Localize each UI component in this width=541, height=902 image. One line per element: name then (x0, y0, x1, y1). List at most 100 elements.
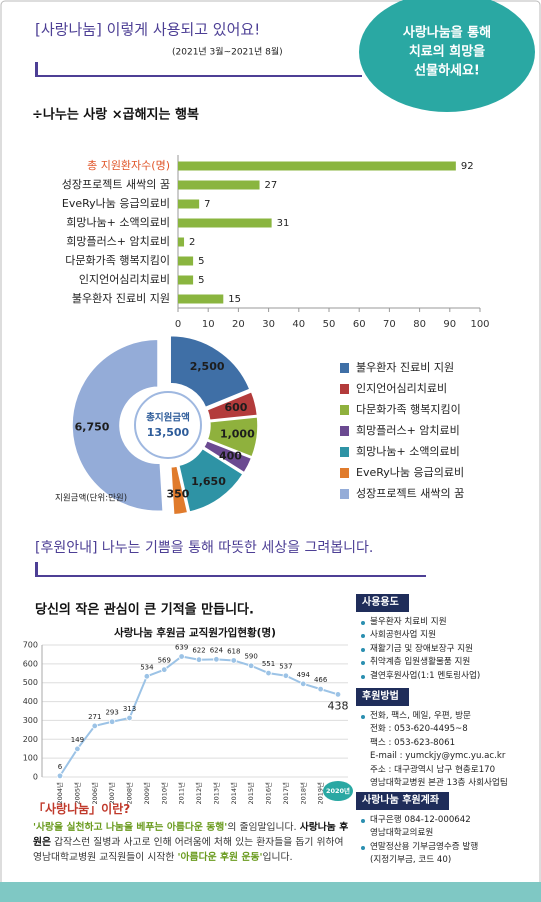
value-label: 622 (192, 647, 205, 655)
slice-label: 600 (224, 401, 247, 414)
slice-label: 6,750 (75, 420, 110, 433)
slice-label: 2,500 (190, 360, 225, 373)
rule (35, 562, 38, 576)
x-tick-label: 2020년 (326, 786, 350, 795)
category-label: 다문화가족 행복지킴이 (65, 254, 170, 267)
category-label: 인지언어심리치료비 (79, 273, 170, 286)
point (282, 672, 290, 679)
x-tick-label: 2011년 (177, 782, 186, 805)
legend-swatch (340, 363, 349, 373)
bar (178, 256, 194, 266)
legend-swatch (340, 468, 349, 478)
badge-text: 사랑나눔을 통해 (403, 25, 491, 41)
box-title: 후원방법 (356, 688, 409, 706)
point (265, 669, 272, 677)
point (91, 722, 98, 730)
pie-slice (202, 439, 253, 474)
box-line: 연말정산용 기부금영수증 발행 (356, 841, 536, 855)
x-tick-label: 2008년 (125, 782, 134, 805)
pie-slice (206, 416, 259, 458)
chart-title: 사랑나눔 후원금 교직원가입현황(명) (114, 626, 276, 639)
y-tick-label: 0 (33, 773, 38, 782)
bar (178, 218, 272, 228)
x-tick-label: 2007년 (107, 782, 116, 805)
header-title: [사랑나눔] 이렇게 사용되고 있어요! (35, 21, 260, 39)
category-label: 총 지원환자수(명) (87, 159, 170, 172)
value-label: 313 (123, 705, 136, 713)
x-tick-label: 2009년 (142, 782, 151, 805)
x-tick-label: 2005년 (72, 782, 81, 805)
value-label: 271 (88, 713, 101, 721)
value-label: 438 (328, 699, 349, 712)
value-label: 7 (204, 199, 210, 210)
x-tick-label: 2004년 (55, 782, 64, 805)
value-label: 639 (175, 644, 188, 652)
point (74, 745, 81, 753)
legend-label: 불우환자 진료비 지원 (356, 361, 454, 374)
value-label: 466 (314, 676, 328, 684)
box-title: 사용용도 (356, 594, 409, 612)
point (126, 714, 133, 722)
category-label: EveRy나눔 응급의료비 (62, 197, 170, 210)
badge-text: 치료의 희망을 (409, 44, 485, 60)
value-label: 590 (244, 653, 257, 661)
value-label: 534 (140, 663, 154, 671)
y-tick-label: 400 (23, 697, 38, 706)
unit-note: 지원금액(단위:만원) (55, 493, 127, 504)
legend-label: EveRy나눔 응급의료비 (356, 466, 464, 479)
box-line: 불우환자 치료비 지원 (356, 616, 536, 630)
point (161, 666, 168, 673)
x-tick-label: 2015년 (246, 782, 255, 805)
x-tick-label: 2016년 (264, 782, 273, 805)
legend-swatch (340, 447, 349, 457)
x-tick-label: 60 (353, 319, 366, 330)
badge-text: 선물하세요! (414, 63, 480, 79)
rule (35, 62, 38, 76)
legend-label: 희망플러스+ 암치료비 (356, 424, 460, 437)
x-tick-label: 70 (383, 319, 396, 330)
legend-swatch (340, 426, 349, 436)
x-tick-label: 2010년 (159, 782, 168, 805)
box-line: 재활기금 및 장애보장구 지원 (356, 643, 536, 657)
bar (178, 294, 224, 304)
legend-label: 희망나눔+ 소액의료비 (356, 445, 460, 458)
pie-slice (206, 390, 259, 422)
box-line: 영남대학교병원 본관 13층 사회사업팀 (370, 778, 508, 788)
x-tick-label: 2017년 (281, 782, 290, 805)
value-label: 2 (189, 237, 195, 248)
box-line: 대구은행 084-12-000642 (356, 814, 536, 828)
y-tick-label: 600 (23, 659, 38, 668)
box-line: 사회공헌사업 지원 (356, 629, 536, 643)
point (213, 656, 220, 663)
category-label: 불우환자 진료비 지원 (72, 292, 170, 305)
x-tick-label: 2012년 (194, 782, 203, 805)
x-tick-label: 2006년 (90, 782, 99, 805)
category-label: 성장프로젝트 새싹의 꿈 (62, 178, 170, 191)
value-label: 624 (210, 646, 224, 654)
point (108, 718, 116, 725)
x-tick-label: 2019년 (316, 782, 325, 805)
box-line: 전화 : 053-620-4495~8 (370, 724, 468, 734)
box-line: 전화, 팩스, 메일, 우편, 방문 (356, 710, 536, 724)
center-title: 총지원금액 (146, 412, 190, 424)
y-tick-label: 700 (23, 641, 38, 650)
bar (178, 180, 260, 190)
about-title: 「사랑나눔」이란? (33, 802, 131, 816)
value-label: 5 (198, 256, 204, 267)
point (334, 691, 342, 698)
about-text: 의 줄임말입니다. (227, 822, 300, 833)
legend-swatch (340, 384, 349, 394)
point (143, 673, 151, 680)
bar (178, 161, 456, 171)
box-line: (지정기부금, 코드 40) (370, 855, 452, 865)
box-line: 주소 : 대구광역시 남구 현충로170 (370, 764, 496, 775)
about-text: 갑작스런 질병과 사고로 인해 어려움에 처해 있는 환자들을 돕기 위하여 영… (33, 837, 344, 863)
about-text: 입니다. (262, 852, 293, 863)
value-label: 618 (227, 647, 240, 655)
box-title: 사랑나눔 후원계좌 (356, 792, 450, 810)
bar (178, 237, 185, 247)
bottom-strip (0, 882, 541, 902)
center-total: 13,500 (147, 426, 190, 439)
